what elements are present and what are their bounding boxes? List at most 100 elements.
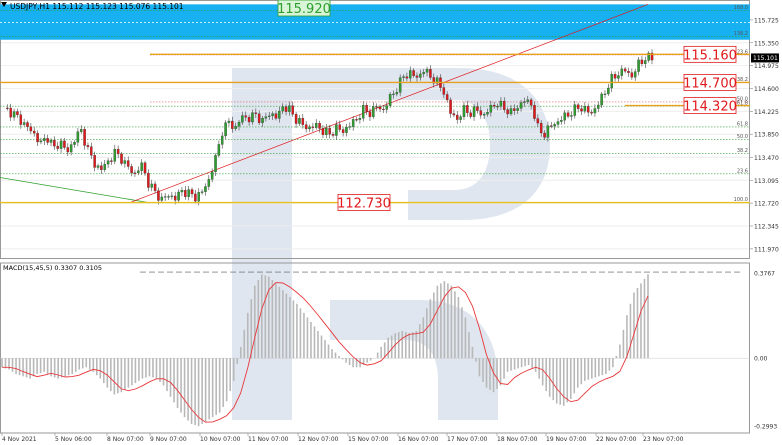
candle-body (593, 108, 597, 114)
candle-body (479, 110, 483, 116)
candle-body (9, 107, 12, 118)
candle-body (56, 145, 59, 149)
candle-body (304, 124, 308, 130)
candle-body (492, 104, 496, 107)
candle-body (200, 191, 204, 193)
level-label-box (277, 0, 331, 17)
candle-body (526, 99, 530, 102)
candle-body (375, 106, 378, 108)
candle-body (63, 140, 66, 148)
level-label-box (337, 194, 391, 211)
candle-body (355, 119, 358, 121)
candle-body (231, 120, 234, 129)
candle-body (385, 105, 389, 110)
macd-tick-label: 0.3767 (754, 270, 775, 277)
candle-body (429, 69, 432, 78)
candle-body (204, 186, 207, 192)
candle-body (291, 105, 294, 115)
macd-signal-line (2, 282, 649, 423)
candle-body (435, 77, 439, 84)
candle-body (103, 163, 106, 170)
candle-body (469, 112, 472, 117)
candle-body (519, 102, 523, 109)
candle-body (43, 138, 46, 141)
candle-body (610, 74, 613, 89)
candle-body (442, 87, 446, 95)
macd-panel: 0.3767 0.00 -0.2993 (0, 262, 777, 434)
price-axis: 115.725 115.350 114.975 114.600 114.225 113.8… (750, 17, 779, 253)
last-price-label: 115.101 (753, 55, 778, 62)
candle-body (278, 110, 281, 119)
macd-panel-frame (0, 262, 750, 434)
candle-body (22, 122, 26, 125)
candle-body (546, 125, 550, 138)
price-tick-label: 115.725 (754, 17, 779, 24)
candle-body (227, 120, 231, 123)
candle-body (261, 118, 264, 123)
candle-body (251, 112, 254, 123)
candle-body (415, 75, 419, 78)
candle-body (395, 92, 399, 95)
candle-body (241, 115, 244, 123)
candle-body (358, 118, 362, 120)
price-panel-frame (0, 0, 750, 259)
candle-body (167, 196, 170, 198)
time-tick-label: 5 Nov 06:00 (55, 436, 92, 443)
candle-body (368, 111, 372, 117)
candle-body (66, 147, 70, 153)
candle-body (482, 114, 486, 116)
candle-body (29, 126, 33, 132)
candle-body (194, 193, 197, 202)
candle-body (308, 126, 311, 130)
candle-body (533, 105, 536, 119)
candle-body (76, 131, 80, 143)
fibo-ratio-label: 50.0 (737, 134, 748, 140)
candle-body (160, 196, 164, 201)
candle-body (271, 113, 274, 117)
price-tick-label: 112.345 (754, 223, 779, 230)
candle-body (53, 139, 56, 147)
candle-body (445, 94, 449, 101)
candle-body (106, 160, 110, 165)
candle-body (590, 112, 593, 114)
candle-body (274, 113, 278, 119)
candle-body (506, 109, 509, 115)
candle-body (496, 106, 499, 108)
price-tick-label: 111.970 (754, 246, 779, 253)
candle-body (59, 140, 63, 149)
time-tick-label: 12 Nov 07:00 (298, 436, 339, 443)
candle-body (341, 129, 345, 133)
candle-body (130, 166, 133, 174)
price-tick-label: 114.975 (754, 63, 779, 70)
price-tick-label: 115.350 (754, 40, 779, 47)
candle-body (640, 59, 644, 64)
candle-body (509, 108, 513, 115)
candle-body (96, 165, 100, 168)
candle-body (180, 190, 184, 193)
candle-body (372, 106, 375, 117)
candle-body (560, 120, 563, 122)
candle-body (503, 100, 506, 110)
candle-body (543, 132, 546, 138)
candle-body (388, 94, 392, 106)
fibo-ratio-label: 38.2 (737, 77, 748, 83)
candle-body (456, 114, 459, 120)
candle-body (647, 52, 650, 61)
candle-body (46, 138, 49, 143)
candle-body (288, 105, 291, 112)
candle-body (79, 129, 83, 132)
candle-body (116, 148, 120, 155)
candle-body (452, 113, 456, 116)
collapse-triangle-icon[interactable] (1, 2, 7, 7)
candle-body (177, 191, 180, 201)
candle-body (607, 87, 610, 95)
candle-body (338, 124, 342, 130)
candle-body (402, 76, 405, 78)
price-tick-label: 112.720 (754, 201, 779, 208)
time-tick-label: 11 Nov 07:00 (248, 436, 289, 443)
candle-body (405, 76, 409, 79)
candle-body (49, 139, 53, 143)
fibo-ratio-label: 38.2 (737, 148, 748, 154)
level-label: 115.920 (277, 2, 331, 17)
